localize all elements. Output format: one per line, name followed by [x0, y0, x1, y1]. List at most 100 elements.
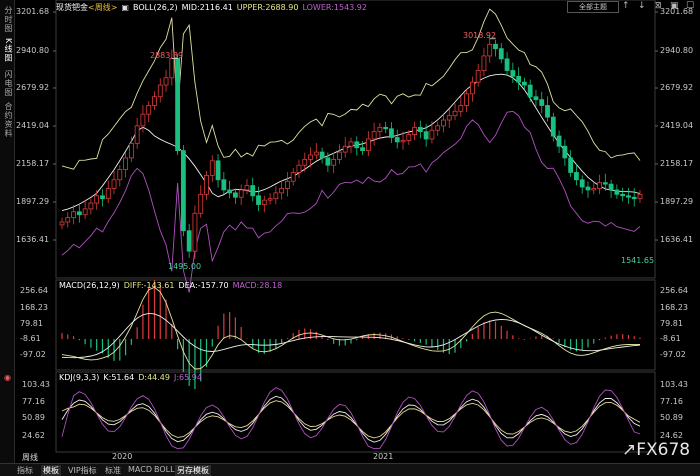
tab-standard[interactable]: 标准 [105, 466, 121, 475]
x-label-2021: 2021 [373, 452, 394, 461]
macd-diff-line [61, 286, 641, 370]
down-arrow-icon[interactable]: ↓ [638, 1, 646, 11]
candle-body [354, 141, 360, 149]
candle-body [111, 179, 117, 189]
boll-lower-line [61, 110, 641, 293]
tab-contract-info[interactable]: 合约资料 [4, 102, 13, 138]
candle-body [377, 126, 383, 133]
expand-icon[interactable]: ▣ [670, 1, 679, 11]
period-label: <周线> [88, 3, 118, 12]
candle-body [406, 134, 412, 141]
close-icon[interactable]: ☐ [686, 1, 695, 11]
kdj-tick-right: 24.62 [660, 431, 683, 440]
macd-tick-right: 168.23 [660, 303, 688, 312]
candle-body [100, 195, 105, 200]
theme-select[interactable]: 全部主题 [567, 1, 619, 13]
candle-body [446, 115, 452, 121]
candle-body [429, 129, 435, 140]
macd-tick-right: 256.64 [660, 286, 688, 295]
tab-indicator[interactable]: 指标 [17, 466, 33, 475]
tab-timeshare[interactable]: 分时图 [4, 6, 13, 33]
lock-icon[interactable]: ▣ [121, 3, 129, 12]
price-tick-right: 2940.80 [660, 46, 694, 55]
logo-text: FX678 [636, 440, 691, 460]
macd-tick-right: -97.02 [660, 350, 686, 359]
tab-macd[interactable]: MACD [128, 465, 152, 474]
tab-kline[interactable]: K线图 [4, 38, 13, 63]
candle-body [296, 164, 302, 173]
kdj-tick-left: 77.16 [22, 397, 45, 406]
candle-body [360, 147, 365, 152]
candle-body [539, 99, 545, 106]
kdj-k-line [61, 395, 641, 443]
candle-body [285, 180, 290, 189]
tab-save-template[interactable]: 另存模板 [175, 465, 211, 476]
price-tick-right: 1636.41 [660, 235, 694, 244]
candle-body [591, 188, 597, 191]
candle-body [452, 110, 458, 117]
candle-body [325, 157, 331, 166]
candle-body [105, 188, 111, 200]
price-pane-frame [55, 0, 656, 279]
up-arrow-icon[interactable]: ↑ [622, 1, 630, 11]
tab-boll[interactable]: BOLL [154, 465, 175, 474]
macd-tick-left: 168.23 [20, 303, 48, 312]
candle-body [389, 128, 394, 138]
tab-flash-chart[interactable]: 闪电图 [4, 70, 13, 97]
tab-vip-indicator[interactable]: VIP指标 [68, 466, 97, 475]
candle-body [562, 145, 568, 159]
kdj-tick-left: 103.43 [22, 380, 50, 389]
candle-body [146, 105, 152, 115]
tab-template[interactable]: 模板 [41, 465, 61, 476]
candle-body [169, 58, 175, 79]
candle-body [157, 84, 163, 98]
candle-body [417, 126, 423, 133]
price-tick-right: 2158.17 [660, 159, 694, 168]
candle-body [250, 185, 256, 197]
candle-body [550, 116, 556, 137]
candle-body [522, 81, 527, 86]
kdj-j: J:65.94 [173, 373, 202, 382]
high-annotation-2: 3018.92 [463, 31, 497, 40]
candle-body [614, 189, 620, 195]
candle-body [59, 221, 65, 226]
candle-body [198, 193, 204, 214]
price-tick-left: 2419.04 [16, 121, 50, 130]
candle-body [319, 151, 325, 159]
candle-body [504, 58, 510, 71]
kdj-toggle-icon[interactable]: ◉ [4, 373, 11, 382]
kdj-tick-right: 77.16 [660, 397, 683, 406]
candle-body [394, 137, 400, 143]
candle-body [337, 151, 342, 160]
candle-body [88, 202, 94, 210]
candle-body [308, 154, 313, 160]
boll-upper: UPPER:2688.90 [236, 3, 299, 12]
candle-body [533, 96, 539, 101]
candle-body [192, 212, 198, 252]
kdj-tick-right: 103.43 [660, 380, 688, 389]
price-tick-right: 2679.92 [660, 83, 694, 92]
candle-body [140, 113, 146, 127]
candle-body [475, 70, 481, 83]
price-tick-left: 1636.41 [16, 235, 50, 244]
candle-body [527, 84, 533, 98]
candle-body [128, 142, 134, 159]
candle-body [597, 182, 602, 189]
kdj-label: KDJ(9,3,3) [59, 373, 100, 382]
kdj-tick-right: 50.89 [660, 413, 683, 422]
settings-icon[interactable]: ⊠ [654, 1, 662, 11]
bottom-toolbar: 指标 模板 VIP指标 标准 MACD BOLL 另存模板 [0, 463, 700, 476]
candle-body [487, 43, 493, 57]
candle-body [602, 182, 608, 185]
macd-dea: DEA:-157.70 [178, 281, 229, 290]
boll-mid: MID:2116.41 [181, 3, 233, 12]
candle-body [365, 138, 371, 152]
kdj-header: KDJ(9,3,3) K:51.64 D:44.49 J:65.94 [59, 373, 206, 382]
candle-body [331, 158, 337, 166]
macd-header: MACD(26,12,9) DIFF:-143.61 DEA:-157.70 MACD… [59, 281, 286, 290]
chart-header: 现货钯金<周线> ▣ BOLL(26,2) MID:2116.41 UPPER:2688… [56, 2, 371, 13]
candle-body [637, 193, 643, 200]
candle-body [117, 169, 123, 181]
price-tick-right: 3201.68 [660, 7, 694, 16]
